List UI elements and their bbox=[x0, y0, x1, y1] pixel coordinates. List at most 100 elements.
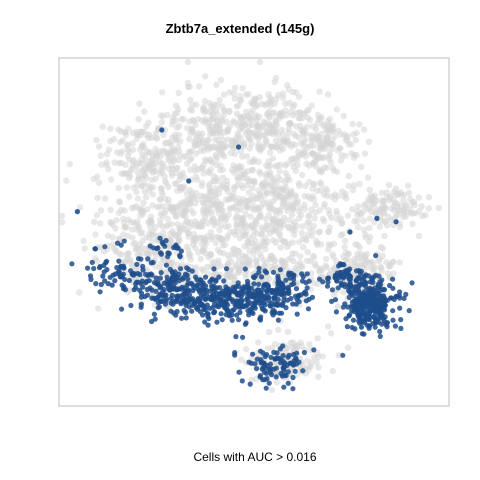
auc-cell-point bbox=[363, 300, 369, 307]
background-cell-point bbox=[226, 205, 233, 212]
auc-cell-point bbox=[105, 281, 111, 287]
background-cell-point bbox=[162, 177, 169, 185]
auc-cell-point bbox=[398, 317, 404, 323]
background-cell-point bbox=[415, 194, 422, 201]
auc-cell-point bbox=[173, 293, 179, 299]
background-cell-point bbox=[315, 138, 322, 145]
background-cell-point bbox=[405, 182, 412, 189]
background-cell-point bbox=[317, 181, 325, 188]
background-cell-point bbox=[180, 185, 187, 192]
background-cell-point bbox=[113, 217, 120, 224]
background-cell-point bbox=[167, 151, 175, 158]
background-cell-point bbox=[323, 264, 330, 271]
auc-cell-point bbox=[358, 324, 365, 330]
auc-cell-point bbox=[260, 377, 266, 383]
background-cell-point bbox=[180, 153, 188, 160]
background-cell-point bbox=[309, 136, 316, 143]
background-cell-point bbox=[224, 261, 231, 268]
background-cell-point bbox=[284, 328, 292, 335]
background-cell-point bbox=[304, 357, 311, 364]
background-cell-point bbox=[226, 89, 233, 96]
background-cell-point bbox=[272, 129, 280, 136]
auc-cell-point bbox=[215, 301, 221, 308]
background-cell-point bbox=[221, 153, 228, 160]
background-cell-point bbox=[396, 223, 404, 231]
auc-cell-point bbox=[155, 279, 161, 285]
auc-cell-point bbox=[158, 298, 164, 304]
auc-cell-point bbox=[98, 281, 104, 288]
background-cell-point bbox=[149, 184, 156, 191]
auc-cell-point bbox=[243, 297, 249, 303]
background-cell-point bbox=[248, 116, 255, 124]
background-cell-point bbox=[258, 253, 265, 261]
background-cell-point bbox=[196, 234, 203, 241]
auc-cell-point bbox=[157, 250, 164, 256]
auc-cell-point bbox=[275, 355, 282, 361]
auc-cell-point bbox=[280, 353, 286, 359]
auc-cell-point bbox=[197, 298, 203, 304]
auc-cell-point bbox=[364, 292, 370, 298]
auc-cell-point bbox=[296, 299, 302, 305]
background-cell-point bbox=[356, 121, 363, 128]
auc-cell-point bbox=[239, 303, 245, 309]
auc-cell-point bbox=[157, 275, 163, 281]
auc-cell-point bbox=[162, 243, 168, 249]
background-cell-point bbox=[93, 173, 101, 180]
auc-cell-point bbox=[263, 270, 270, 276]
auc-cell-point bbox=[374, 290, 380, 296]
auc-cell-point bbox=[259, 366, 265, 372]
background-cell-point bbox=[311, 150, 318, 157]
background-cell-point bbox=[290, 130, 298, 138]
background-cell-point bbox=[341, 131, 348, 138]
auc-cell-point bbox=[254, 356, 260, 362]
auc-cell-point bbox=[149, 272, 155, 278]
background-cell-point bbox=[305, 367, 312, 374]
background-cell-point bbox=[217, 76, 225, 84]
auc-cell-point bbox=[162, 301, 168, 307]
background-cell-point bbox=[338, 220, 345, 228]
background-cell-point bbox=[94, 194, 101, 202]
chart-title: Zbtb7a_extended (145g) bbox=[165, 21, 315, 36]
background-cell-point bbox=[422, 212, 429, 219]
background-cell-point bbox=[236, 119, 243, 127]
background-cell-point bbox=[303, 160, 310, 167]
background-cell-point bbox=[397, 189, 404, 196]
auc-cell-point bbox=[192, 274, 199, 280]
background-cell-point bbox=[226, 123, 233, 131]
background-cell-point bbox=[380, 198, 387, 205]
background-cell-point bbox=[92, 231, 99, 238]
background-cell-point bbox=[251, 203, 258, 210]
background-cell-point bbox=[231, 95, 239, 102]
background-cell-point bbox=[227, 267, 235, 274]
background-cell-point bbox=[319, 154, 327, 162]
auc-cell-point bbox=[183, 293, 189, 299]
background-cell-point bbox=[249, 184, 256, 192]
background-cell-point bbox=[265, 91, 272, 98]
auc-cell-point bbox=[154, 245, 160, 252]
auc-cell-point bbox=[290, 301, 296, 307]
background-cell-point bbox=[232, 261, 240, 269]
background-cell-point bbox=[344, 344, 352, 351]
background-cell-point bbox=[390, 270, 397, 277]
background-cell-point bbox=[237, 206, 244, 213]
auc-cell-point bbox=[184, 272, 190, 278]
auc-cell-point bbox=[288, 295, 294, 302]
background-cell-point bbox=[165, 200, 172, 207]
background-cell-point bbox=[231, 245, 238, 252]
auc-cell-point bbox=[266, 298, 272, 304]
background-cell-point bbox=[204, 232, 211, 240]
auc-cell-point bbox=[259, 303, 265, 309]
background-cell-point bbox=[260, 200, 268, 208]
background-cell-point bbox=[264, 226, 271, 233]
background-cell-point bbox=[275, 230, 282, 237]
auc-cells bbox=[69, 127, 415, 392]
background-cell-point bbox=[325, 323, 332, 330]
auc-cell-point bbox=[250, 310, 256, 316]
background-cell-point bbox=[304, 219, 311, 227]
background-cell-point bbox=[156, 203, 163, 210]
background-cell-point bbox=[189, 241, 197, 248]
auc-cell-point bbox=[286, 290, 292, 296]
background-cell-point bbox=[342, 237, 349, 245]
auc-cell-point bbox=[369, 289, 375, 295]
background-cell-point bbox=[174, 187, 181, 194]
